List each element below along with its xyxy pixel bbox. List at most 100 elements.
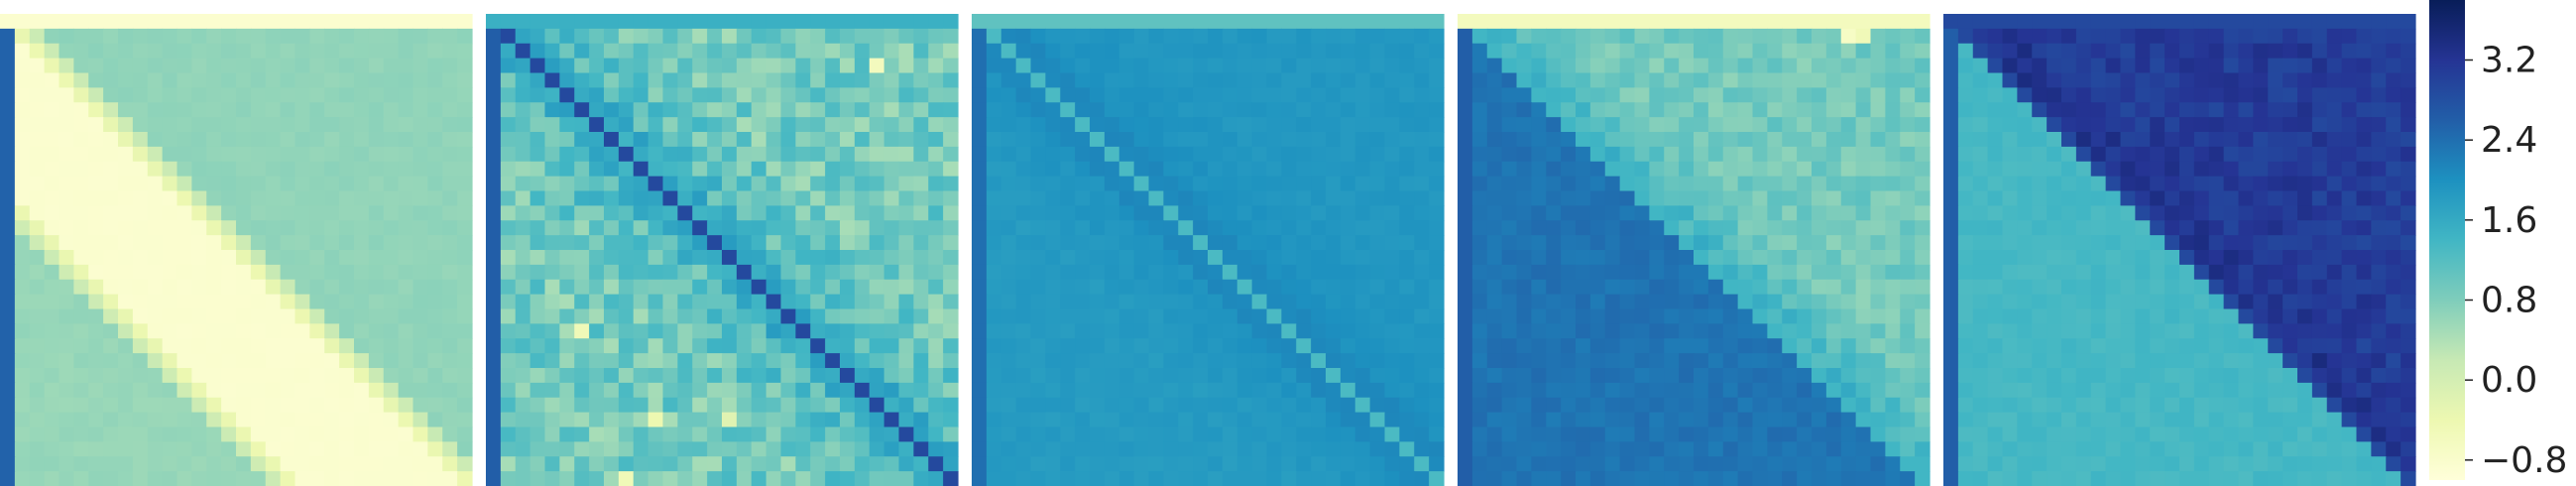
- heatmap-cell: [928, 294, 944, 310]
- heatmap-cell: [662, 28, 678, 45]
- heatmap-cell: [1471, 308, 1488, 324]
- heatmap-cell: [883, 235, 900, 251]
- heatmap-cell: [2356, 382, 2372, 399]
- heatmap-cell: [1722, 43, 1739, 60]
- heatmap-cell: [810, 58, 826, 74]
- heatmap-cell: [1840, 368, 1857, 384]
- heatmap-cell: [722, 412, 738, 428]
- heatmap-cell: [1486, 117, 1503, 133]
- heatmap-cell: [2047, 190, 2062, 206]
- heatmap-cell: [559, 368, 575, 384]
- heatmap-cell: [1429, 338, 1445, 354]
- heatmap-cell: [398, 279, 414, 296]
- heatmap-cell: [1060, 117, 1076, 133]
- heatmap-cell: [1015, 397, 1032, 414]
- heatmap-cell: [1825, 456, 1842, 472]
- heatmap-cell: [59, 102, 74, 118]
- heatmap-cell: [1178, 368, 1194, 384]
- heatmap-cell: [1281, 87, 1297, 103]
- heatmap-cell: [972, 441, 988, 457]
- heatmap-cell: [589, 353, 605, 369]
- heatmap-cell: [0, 456, 16, 472]
- heatmap-cell: [1664, 14, 1680, 30]
- heatmap-cell: [1915, 338, 1931, 354]
- heatmap-cell: [1193, 397, 1209, 414]
- heatmap-cell: [913, 368, 929, 384]
- heatmap-cell: [943, 43, 959, 60]
- heatmap-cell: [780, 132, 796, 148]
- heatmap-cell: [1471, 146, 1488, 163]
- heatmap-cell: [368, 338, 385, 354]
- heatmap-cell: [2253, 382, 2269, 399]
- heatmap-cell: [1486, 14, 1503, 30]
- heatmap-cell: [2150, 264, 2166, 281]
- heatmap-cell: [1516, 205, 1532, 221]
- heatmap-cell: [2341, 58, 2358, 74]
- heatmap-cell: [442, 412, 458, 428]
- heatmap-cell: [280, 368, 296, 384]
- heatmap-cell: [1458, 190, 1473, 206]
- heatmap-cell: [2283, 205, 2298, 221]
- heatmap-cell: [529, 471, 546, 486]
- heatmap-cell: [1045, 132, 1061, 148]
- heatmap-cell: [972, 368, 988, 384]
- heatmap-cell: [2341, 264, 2358, 281]
- heatmap-cell: [2400, 43, 2416, 60]
- heatmap-cell: [1311, 264, 1327, 281]
- heatmap-cell: [869, 28, 885, 45]
- heatmap-cell: [1486, 190, 1503, 206]
- heatmap-cell: [2223, 161, 2240, 178]
- heatmap-cell: [1266, 176, 1282, 192]
- heatmap-cell: [1251, 117, 1268, 133]
- heatmap-cell: [1722, 87, 1739, 103]
- heatmap-cell: [1399, 235, 1415, 251]
- heatmap-cell: [1251, 264, 1268, 281]
- heatmap-cell: [883, 412, 900, 428]
- heatmap-cell: [412, 441, 428, 457]
- heatmap-cell: [943, 426, 959, 442]
- heatmap-cell: [1840, 353, 1857, 369]
- heatmap-cell: [736, 338, 753, 354]
- heatmap-cell: [751, 323, 767, 339]
- heatmap-cell: [103, 117, 119, 133]
- heatmap-cell: [1589, 382, 1606, 399]
- heatmap-cell: [14, 190, 31, 206]
- heatmap-cell: [2120, 308, 2136, 324]
- heatmap-cell: [324, 397, 340, 414]
- heatmap-cell: [59, 43, 74, 60]
- heatmap-cell: [147, 308, 164, 324]
- heatmap-cell: [1957, 235, 1974, 251]
- heatmap-cell: [2032, 279, 2048, 296]
- heatmap-cell: [1208, 368, 1224, 384]
- heatmap-cell: [1340, 43, 1356, 60]
- heatmap-cell: [1030, 43, 1046, 60]
- heatmap-cell: [618, 14, 635, 30]
- heatmap-cell: [103, 368, 119, 384]
- heatmap-cell: [589, 456, 605, 472]
- heatmap-cell: [854, 264, 871, 281]
- heatmap-cell: [883, 456, 900, 472]
- heatmap-cell: [604, 190, 620, 206]
- heatmap-cell: [1782, 117, 1798, 133]
- heatmap-cell: [840, 205, 856, 221]
- heatmap-cell: [751, 456, 767, 472]
- heatmap-cell: [265, 338, 282, 354]
- heatmap-cell: [147, 132, 164, 148]
- heatmap-cell: [2253, 87, 2269, 103]
- heatmap-cell: [2150, 72, 2166, 88]
- heatmap-cell: [1752, 397, 1768, 414]
- heatmap-cell: [383, 43, 400, 60]
- heatmap-cell: [765, 132, 782, 148]
- heatmap-cell: [14, 338, 31, 354]
- heatmap-cell: [1501, 382, 1518, 399]
- heatmap-cell: [1075, 338, 1091, 354]
- heatmap-cell: [1855, 264, 1872, 281]
- heatmap-cell: [280, 58, 296, 74]
- heatmap-cell: [1767, 87, 1783, 103]
- heatmap-cell: [559, 190, 575, 206]
- heatmap-cell: [751, 58, 767, 74]
- heatmap-cell: [0, 338, 16, 354]
- heatmap-cell: [1870, 220, 1886, 236]
- heatmap-cell: [2090, 308, 2107, 324]
- heatmap-cell: [1458, 338, 1473, 354]
